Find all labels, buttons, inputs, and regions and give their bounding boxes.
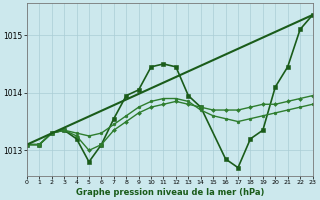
X-axis label: Graphe pression niveau de la mer (hPa): Graphe pression niveau de la mer (hPa) bbox=[76, 188, 264, 197]
